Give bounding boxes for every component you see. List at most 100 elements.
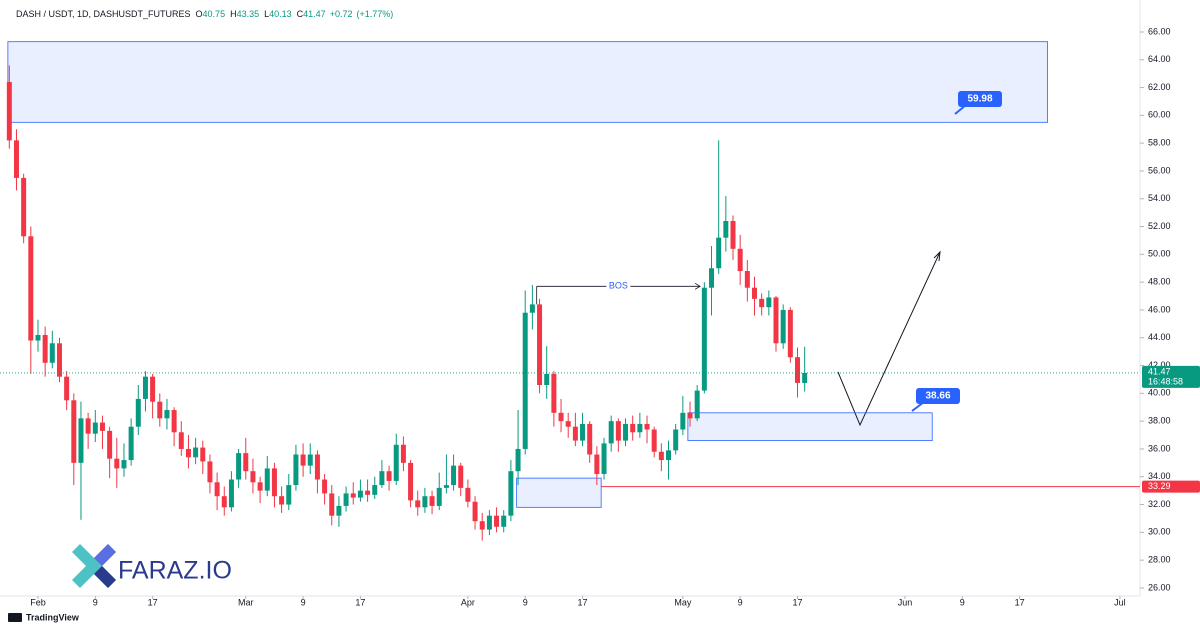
candles xyxy=(6,65,808,541)
candle-body xyxy=(580,423,586,441)
x-tick-label: 17 xyxy=(1015,597,1025,607)
candle-body xyxy=(171,410,177,433)
x-tick-label: 9 xyxy=(93,597,98,607)
candle-body xyxy=(701,287,707,391)
candle-body xyxy=(601,443,607,474)
y-tick-label: 28.00 xyxy=(1148,555,1171,565)
x-tick-label: 9 xyxy=(738,597,743,607)
candle-body xyxy=(21,177,27,237)
candle-body xyxy=(221,496,227,508)
candle-body xyxy=(200,447,206,462)
y-tick-label: 42.00 xyxy=(1148,360,1171,370)
candle-body xyxy=(286,485,292,505)
callout-box xyxy=(916,388,960,404)
projection-arrowhead xyxy=(933,250,941,262)
candle-body xyxy=(465,487,471,502)
last-price-label: 41.47 xyxy=(1148,366,1171,376)
y-tick-label: 48.00 xyxy=(1148,277,1171,287)
x-tick-label: 17 xyxy=(792,597,802,607)
brand-logo: FARAZ.IO xyxy=(72,544,232,588)
candle-body xyxy=(150,376,156,402)
candle-body xyxy=(164,410,170,419)
candle-body xyxy=(787,309,793,358)
candle-body xyxy=(243,453,249,472)
candle-body xyxy=(114,458,120,469)
candle-body xyxy=(135,398,141,427)
callout-label: 59.98 xyxy=(967,94,992,105)
countdown: 16:48:58 xyxy=(1148,376,1183,386)
ohlc-key: L xyxy=(264,9,269,19)
x-tick-label: 9 xyxy=(523,597,528,607)
candle-body xyxy=(264,468,270,491)
last-price-box xyxy=(1142,365,1200,388)
candle-body xyxy=(372,485,378,495)
candle-body xyxy=(193,447,199,458)
candle-body xyxy=(565,421,571,427)
y-tick-label: 34.00 xyxy=(1148,471,1171,481)
candle-body xyxy=(773,297,779,344)
candle-body xyxy=(214,482,220,497)
candle-body xyxy=(329,493,335,516)
candle-body xyxy=(142,376,148,399)
candle-body xyxy=(85,418,91,434)
candle-body xyxy=(458,465,464,488)
x-tick-label: Jun xyxy=(898,597,913,607)
candle-body xyxy=(365,490,371,495)
candle-body xyxy=(300,454,306,466)
ohlc-key: H xyxy=(230,9,237,19)
candle-body xyxy=(443,485,449,488)
candle-body xyxy=(687,412,693,419)
x-tick-label: Jul xyxy=(1114,597,1126,607)
candle-body xyxy=(107,430,113,459)
candle-body xyxy=(666,450,672,461)
header: DASH / USDT, 1D, DASHUSDT_FUTURES O40.75 H… xyxy=(16,9,393,19)
ohlc-value: 40.13 xyxy=(269,9,292,19)
candle-body xyxy=(250,471,256,483)
logo-accent xyxy=(94,544,116,566)
brand-text: FARAZ.IO xyxy=(118,557,232,585)
x-tick-label: 17 xyxy=(148,597,158,607)
candle-body xyxy=(429,496,435,506)
candle-body xyxy=(730,220,736,249)
y-tick-label: 60.00 xyxy=(1148,110,1171,120)
candle-body xyxy=(486,515,492,530)
zone xyxy=(7,41,1048,123)
candle-body xyxy=(49,343,55,363)
candle-body xyxy=(185,448,191,458)
candle-body xyxy=(508,471,514,516)
tv-logo xyxy=(8,613,22,622)
candle-body xyxy=(415,500,421,508)
candle-body xyxy=(766,297,772,308)
candle-body xyxy=(551,373,557,413)
candle-body xyxy=(451,465,457,486)
candle-body xyxy=(680,412,686,430)
candle-body xyxy=(515,448,521,472)
candle-body xyxy=(637,423,643,433)
y-tick-label: 62.00 xyxy=(1148,82,1171,92)
candle-body xyxy=(522,312,528,449)
zone xyxy=(687,412,933,442)
zones xyxy=(7,41,1048,508)
y-tick-label: 44.00 xyxy=(1148,332,1171,342)
candle-body xyxy=(78,418,84,463)
candle-body xyxy=(759,298,765,308)
y-tick-label: 56.00 xyxy=(1148,165,1171,175)
candle-body xyxy=(400,444,406,463)
candle-body xyxy=(408,462,414,501)
logo-accent xyxy=(94,566,116,588)
header-change: +0.72 xyxy=(330,9,353,19)
candle-body xyxy=(709,268,715,288)
candle-body xyxy=(794,357,800,383)
candle-body xyxy=(228,479,234,508)
x-tick-label: Apr xyxy=(461,597,475,607)
candle-body xyxy=(644,423,650,430)
candle-body xyxy=(13,140,19,178)
candle-body xyxy=(64,376,70,401)
y-tick-label: 26.00 xyxy=(1148,582,1171,592)
candle-body xyxy=(694,390,700,419)
candle-body xyxy=(752,287,758,299)
y-tick-label: 52.00 xyxy=(1148,221,1171,231)
candle-body xyxy=(99,422,105,431)
candle-body xyxy=(587,423,593,455)
candle-body xyxy=(56,343,62,377)
